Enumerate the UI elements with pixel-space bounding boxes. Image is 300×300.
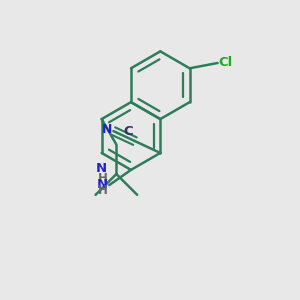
Text: H: H xyxy=(98,184,108,197)
Text: N: N xyxy=(96,162,107,175)
Text: N: N xyxy=(102,123,112,136)
Text: H: H xyxy=(98,172,108,185)
Text: Cl: Cl xyxy=(218,56,233,70)
Text: N: N xyxy=(97,178,108,191)
Text: C: C xyxy=(124,125,134,138)
